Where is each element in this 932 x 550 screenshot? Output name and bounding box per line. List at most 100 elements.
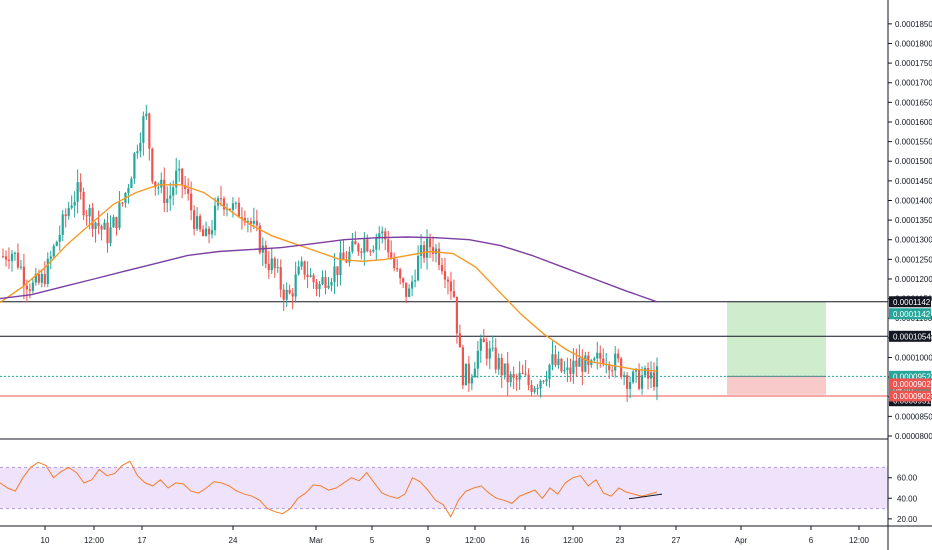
price-tag-label: 0.0000902 — [893, 392, 931, 401]
candle-body — [515, 377, 518, 380]
ma-line-0 — [0, 184, 658, 372]
candle-body — [554, 354, 557, 366]
candle-body — [464, 363, 467, 386]
candle-body — [207, 228, 211, 235]
candle-body — [384, 231, 387, 240]
ma-line-1 — [0, 236, 658, 303]
candle-body — [378, 233, 381, 238]
candle-body — [82, 191, 85, 216]
candle-body — [652, 372, 656, 387]
candle-body — [560, 358, 563, 372]
candle-body — [440, 265, 444, 272]
rsi-polyline — [0, 460, 658, 518]
candle-body — [25, 285, 28, 290]
candle-body — [497, 357, 500, 370]
price-tag-label: 0.0000952 — [893, 372, 931, 381]
candle-body — [255, 220, 258, 226]
candle-body — [485, 342, 488, 359]
position-profit-zone — [727, 301, 826, 377]
candle-body — [234, 202, 238, 204]
candle-body — [443, 271, 447, 280]
candle-body — [88, 207, 91, 217]
candle-body — [354, 241, 357, 245]
candle-body — [360, 251, 363, 253]
candle-body — [599, 352, 602, 359]
candle-body — [458, 333, 462, 348]
candle-body — [419, 245, 423, 256]
candle-body — [467, 363, 470, 384]
candle-body — [357, 244, 360, 252]
candle-body — [273, 258, 276, 269]
candle-body — [133, 153, 136, 179]
candle-body — [593, 358, 596, 361]
candle-body — [348, 251, 351, 263]
candle-body — [169, 195, 172, 199]
candle-body — [181, 168, 184, 185]
candle-body — [414, 280, 417, 282]
candle-body — [249, 221, 252, 224]
price-tag-box — [889, 308, 931, 320]
price-axis-ticks[interactable]: 0.0001850 0.0001800 0.0001750 0.0001700 0.00… — [888, 20, 932, 441]
candle-body — [327, 285, 330, 288]
candle-body — [617, 353, 620, 359]
candle-body — [626, 375, 629, 389]
price-tick-label: 0.0001700 — [895, 79, 932, 88]
candle-body — [175, 170, 178, 188]
candle-body — [121, 202, 124, 204]
candle-body — [649, 372, 653, 379]
candle-body — [587, 355, 590, 365]
candle-body — [390, 252, 393, 259]
candle-body — [13, 252, 17, 254]
candle-body — [449, 281, 453, 292]
time-tick-label: Apr — [735, 536, 748, 545]
candle-body — [470, 377, 473, 384]
candle-body — [482, 338, 485, 343]
rsi-band — [0, 466, 888, 510]
candle-body — [632, 371, 635, 383]
candle-body — [596, 352, 599, 359]
candle-body — [103, 222, 106, 230]
price-tick-label: 0.0001300 — [895, 236, 932, 245]
price-tick-label: 0.0001400 — [895, 196, 932, 205]
candle-body — [297, 266, 300, 275]
candle-body — [387, 239, 390, 253]
candle-body — [620, 358, 623, 377]
candle-body — [118, 202, 121, 229]
rsi-trendline[interactable] — [628, 493, 663, 500]
candle-body — [154, 181, 157, 188]
candle-body — [590, 360, 593, 365]
candle-body — [210, 230, 214, 235]
candle-body — [151, 148, 154, 182]
price-tick-label: 0.0001600 — [895, 118, 932, 127]
time-tick-label: 12:00 — [84, 536, 105, 545]
candle-body — [276, 267, 279, 269]
candle-body — [219, 198, 223, 200]
candle-body — [61, 214, 64, 235]
candle-body — [405, 282, 408, 297]
candle-body — [163, 179, 166, 203]
time-axis-ticks[interactable]: 10 12:00 17 24 Mar 5 9 12:00 16 12:00 23 27 Apr 6 12:0… — [41, 526, 870, 545]
candle-body — [52, 245, 55, 257]
candle-body — [106, 222, 109, 244]
time-tick-label: 16 — [521, 536, 530, 545]
candle-body — [282, 289, 285, 300]
candle-body — [521, 372, 524, 374]
candle-body — [213, 205, 217, 231]
rsi-axis-ticks[interactable]: 60.00 40.00 20.00 — [888, 474, 918, 524]
candle-body — [193, 210, 196, 229]
position-tool[interactable] — [727, 301, 826, 395]
candle-body — [416, 255, 420, 281]
candle-body — [542, 380, 545, 382]
horizontal-lines[interactable] — [0, 301, 888, 397]
candle-body — [34, 273, 37, 283]
candle-body — [7, 259, 11, 261]
candle-body — [231, 203, 235, 210]
candle-body — [575, 360, 578, 367]
candle-body — [614, 353, 617, 371]
candle-body — [578, 357, 581, 367]
candle-body — [345, 259, 348, 263]
candle-body — [100, 226, 103, 230]
candle-body — [240, 217, 244, 219]
candle-body — [267, 263, 270, 271]
